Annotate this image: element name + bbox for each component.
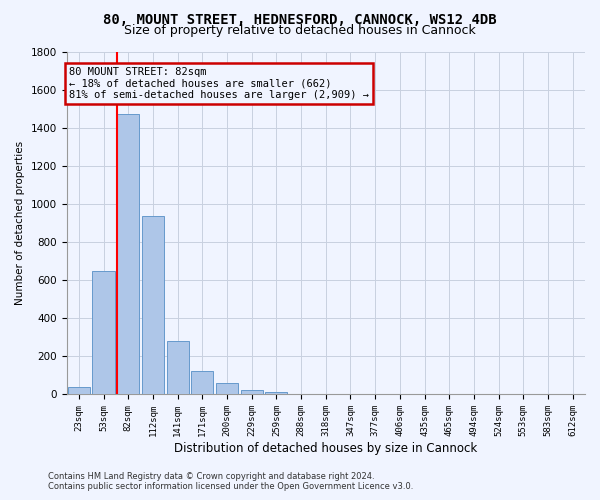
Text: 80, MOUNT STREET, HEDNESFORD, CANNOCK, WS12 4DB: 80, MOUNT STREET, HEDNESFORD, CANNOCK, W…	[103, 12, 497, 26]
Text: Contains HM Land Registry data © Crown copyright and database right 2024.
Contai: Contains HM Land Registry data © Crown c…	[48, 472, 413, 491]
Bar	[167, 341, 189, 394]
Bar	[265, 392, 287, 394]
Bar	[241, 390, 263, 394]
Y-axis label: Number of detached properties: Number of detached properties	[15, 141, 25, 305]
Bar	[117, 114, 139, 394]
Text: Size of property relative to detached houses in Cannock: Size of property relative to detached ho…	[124, 24, 476, 37]
Bar	[68, 387, 90, 394]
Bar	[92, 270, 115, 394]
Text: 80 MOUNT STREET: 82sqm
← 18% of detached houses are smaller (662)
81% of semi-de: 80 MOUNT STREET: 82sqm ← 18% of detached…	[69, 66, 369, 100]
Bar	[142, 216, 164, 394]
Bar	[216, 383, 238, 394]
Bar	[191, 370, 214, 394]
X-axis label: Distribution of detached houses by size in Cannock: Distribution of detached houses by size …	[174, 442, 478, 455]
